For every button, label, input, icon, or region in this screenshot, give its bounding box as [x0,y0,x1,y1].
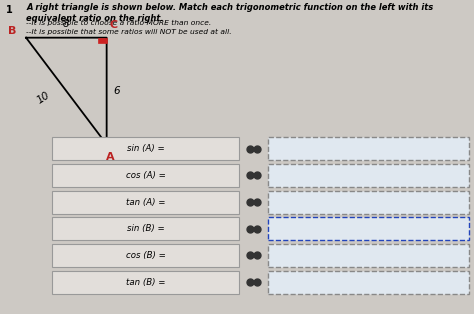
Text: sin (A) =: sin (A) = [127,144,164,153]
Text: 10: 10 [35,89,51,105]
Text: tan (A) =: tan (A) = [126,198,165,207]
FancyBboxPatch shape [52,164,239,187]
Text: 6: 6 [114,86,120,96]
FancyBboxPatch shape [268,191,469,214]
Text: --It is possible that some ratios will NOT be used at all.: --It is possible that some ratios will N… [26,29,232,35]
FancyBboxPatch shape [268,271,469,294]
Text: 1: 1 [6,5,12,15]
Text: A: A [106,152,114,162]
FancyBboxPatch shape [268,244,469,267]
Polygon shape [98,38,107,43]
Text: cos (B) =: cos (B) = [126,251,166,260]
Text: C: C [110,20,118,30]
FancyBboxPatch shape [268,217,469,240]
Text: 8: 8 [63,19,70,29]
FancyBboxPatch shape [52,137,239,160]
FancyBboxPatch shape [52,271,239,294]
FancyBboxPatch shape [268,137,469,160]
FancyBboxPatch shape [52,244,239,267]
FancyBboxPatch shape [268,164,469,187]
Text: A right triangle is shown below. Match each trigonometric function on the left w: A right triangle is shown below. Match e… [26,3,433,23]
Text: B: B [8,26,17,36]
Text: --It is possible to choose a ratio MORE than once.: --It is possible to choose a ratio MORE … [26,19,211,25]
FancyBboxPatch shape [52,217,239,240]
FancyBboxPatch shape [52,191,239,214]
Text: cos (A) =: cos (A) = [126,171,166,180]
Text: sin (B) =: sin (B) = [127,224,164,233]
Text: tan (B) =: tan (B) = [126,278,165,287]
